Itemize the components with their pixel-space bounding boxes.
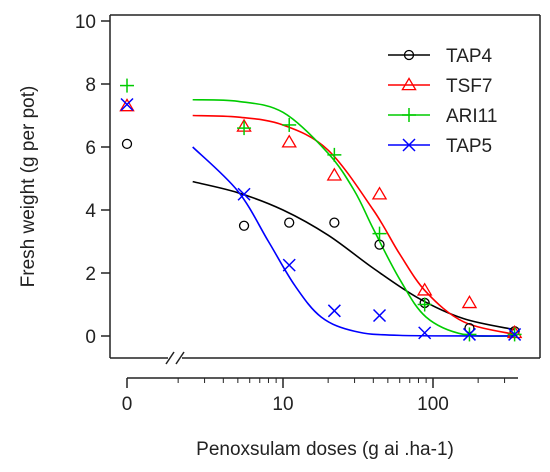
point-tsf7: [326, 167, 343, 181]
point-tsf7: [371, 186, 388, 200]
point-tap5-b: [418, 326, 432, 340]
fitted-curves: [192, 98, 515, 338]
point-tap5: [462, 327, 476, 341]
point-tap5-b: [372, 308, 387, 323]
legend-label-tsf7: TSF7: [446, 76, 492, 97]
point-tsf7: [416, 282, 433, 296]
y-tick-label: 8: [85, 75, 96, 96]
point-tap5-b: [282, 258, 296, 272]
point-tsf7: [281, 134, 297, 148]
point-ari11: [327, 147, 342, 162]
y-tick-label: 10: [75, 12, 96, 33]
point-tap5-b: [237, 187, 251, 201]
point-tap4: [284, 217, 295, 228]
point-tap5: [508, 327, 522, 341]
point-tsf7: [461, 295, 478, 309]
legend-marker-tap5: [402, 138, 416, 152]
curve-ari11: [192, 98, 515, 338]
y-tick-label: 0: [85, 327, 96, 348]
point-ari11: [120, 78, 134, 93]
point-tap5: [282, 258, 296, 272]
axis-break-mark-2: [175, 351, 185, 365]
point-tap5: [120, 97, 134, 112]
curve-tap4: [192, 180, 515, 331]
y-tick-label: 2: [85, 264, 96, 285]
point-tap5-b: [508, 327, 522, 341]
point-tap4: [121, 138, 133, 150]
point-tsf7: [119, 98, 135, 112]
point-tap5: [237, 187, 251, 201]
point-ari11: [372, 226, 387, 241]
point-tap5: [418, 326, 432, 340]
data-points: [119, 78, 523, 342]
legend-marker-tsf7: [401, 77, 417, 91]
y-tick-label: 4: [85, 201, 96, 222]
point-tap4: [238, 220, 250, 231]
point-tap5-b: [120, 97, 134, 112]
point-ari11: [237, 121, 252, 136]
legend-label-tap4: TAP4: [446, 46, 493, 67]
legend-marker-tap4: [403, 49, 415, 61]
legend-label-ari11: ARI11: [446, 106, 497, 127]
axis-break-mark-1: [165, 351, 175, 365]
point-tap5: [327, 304, 341, 318]
x-tick-label: 100: [417, 394, 449, 415]
point-ari11: [282, 117, 297, 132]
curve-tap5: [192, 146, 515, 337]
point-ari11: [417, 297, 432, 312]
x-axis-label: Penoxsulam doses (g ai .ha-1): [196, 439, 454, 460]
y-tick-label: 6: [85, 138, 96, 159]
legend-marker-ari11: [402, 108, 416, 122]
x-tick-label: 0: [122, 394, 133, 415]
legend: TAP4 TSF7 ARI11 TAP5: [388, 46, 497, 157]
point-tap5-b: [462, 327, 476, 341]
y-axis-label: Fresh weight (g per pot): [18, 86, 39, 288]
point-tap5: [372, 308, 387, 323]
x-tick-label: 10: [272, 394, 293, 415]
curve-tsf7: [192, 114, 515, 336]
point-tap4: [329, 217, 340, 228]
point-tap5-b: [327, 304, 341, 318]
legend-marker-tap5-b: [402, 138, 416, 152]
legend-label-tap5: TAP5: [446, 136, 492, 157]
